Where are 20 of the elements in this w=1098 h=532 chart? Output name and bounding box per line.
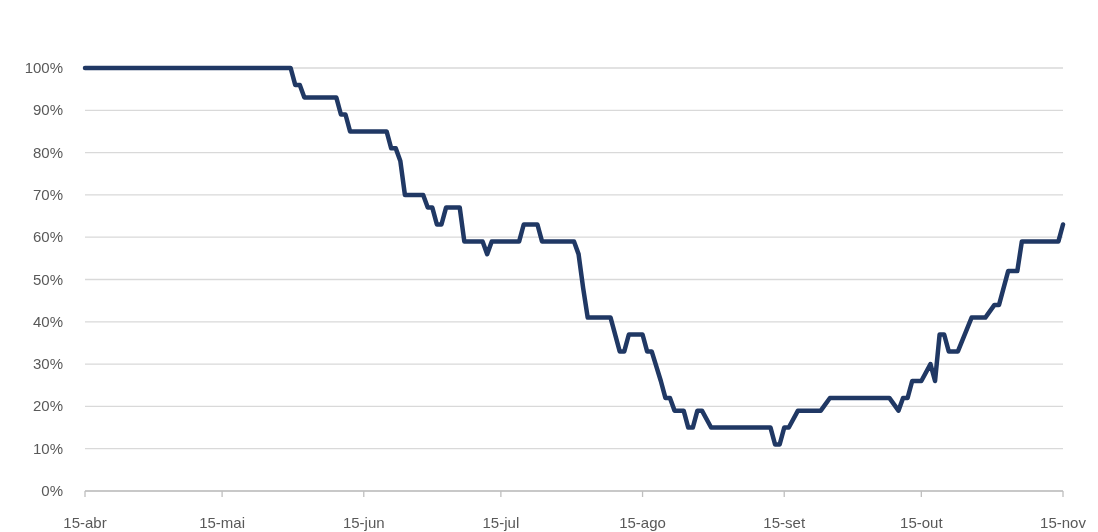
y-tick-label: 60% [32,228,63,246]
x-tick-label: 15-nov [1040,514,1087,531]
y-tick-label: 0% [41,482,63,499]
y-tick-label: 90% [32,101,63,119]
y-tick-label: 20% [32,397,63,415]
y-tick-label: 80% [32,143,63,161]
y-tick-label: 10% [32,439,63,457]
x-tick-label: 15-ago [619,514,666,531]
x-tick-label: 15-jun [342,514,385,531]
y-tick-label: 100% [24,59,63,76]
y-tick-label: 70% [32,185,63,203]
x-tick-label: 15-out [900,514,944,531]
y-tick-label: 40% [32,312,63,330]
x-tick-label: 15-abr [63,514,107,531]
y-tick-label: 50% [32,270,63,288]
x-tick-label: 15-jul [482,514,520,531]
line-series [82,65,1066,447]
x-tick-label: 15-mai [199,514,246,531]
y-tick-label: 30% [32,355,63,373]
x-tick-label: 15-set [763,514,806,531]
